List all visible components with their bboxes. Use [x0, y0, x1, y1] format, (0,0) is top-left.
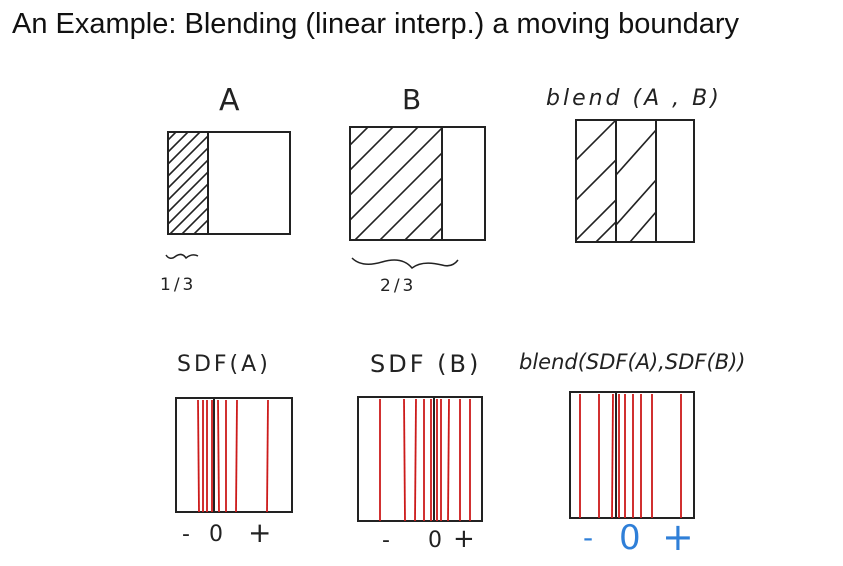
- hatch-b: [350, 127, 442, 240]
- sign-zero-1: 0: [209, 522, 226, 547]
- sign-plus-1: +: [248, 516, 275, 549]
- label-b: B: [402, 83, 425, 116]
- label-blend-sdf: blend(SDF(A),SDF(B)): [519, 350, 746, 374]
- sign-minus-1: -: [182, 522, 193, 547]
- label-a: A: [219, 83, 243, 118]
- sign-zero-3: 0: [619, 518, 644, 558]
- brace-b: [351, 257, 459, 270]
- box-blend: [575, 119, 695, 243]
- sdf-a-box: [175, 397, 293, 513]
- sign-plus-2: +: [453, 524, 478, 554]
- label-sdf-b: SDF (B): [370, 350, 482, 378]
- sdf-b-box: [357, 396, 483, 522]
- slide-title: An Example: Blending (linear interp.) a …: [12, 8, 740, 40]
- label-sdf-a: SDF(A): [177, 352, 271, 377]
- brace-a: [165, 253, 199, 260]
- label-blend-ab: blend (A , B): [546, 86, 722, 111]
- sdf-blend-red-lines: [579, 393, 682, 519]
- sign-minus-3: -: [583, 521, 597, 554]
- sign-plus-3: +: [662, 515, 697, 559]
- sdf-a-red-lines: [197, 399, 269, 513]
- sdf-b-red-lines: [379, 398, 471, 522]
- fraction-one-third: 1/3: [160, 275, 197, 295]
- sign-minus-2: -: [382, 528, 393, 553]
- sdf-blend-box: [569, 391, 695, 519]
- hatch-blend-1: [576, 120, 616, 242]
- sign-zero-2: 0: [428, 528, 445, 553]
- box-a: [165, 131, 291, 260]
- fraction-two-thirds: 2/3: [380, 276, 417, 296]
- box-b: [349, 126, 486, 270]
- hatch-blend-2: [616, 129, 656, 242]
- hatch-a: [168, 132, 208, 234]
